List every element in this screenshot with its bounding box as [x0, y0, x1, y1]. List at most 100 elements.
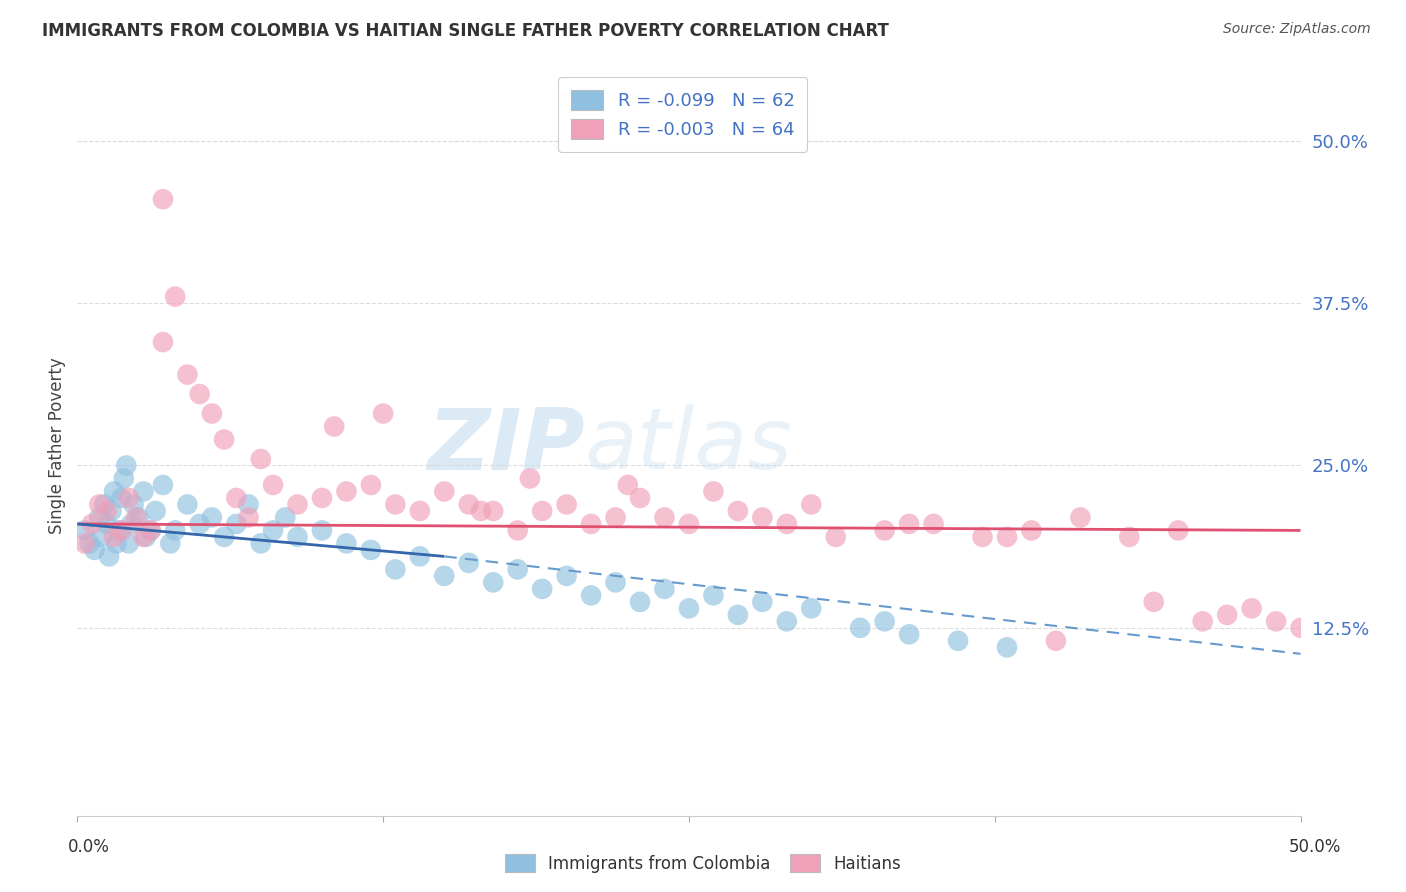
Point	[678, 516, 700, 531]
Point	[98, 549, 121, 564]
Point	[1191, 615, 1213, 629]
Point	[727, 607, 749, 622]
Point	[225, 491, 247, 505]
Point	[201, 510, 224, 524]
Text: ZIP: ZIP	[427, 404, 585, 488]
Point	[93, 498, 115, 512]
Point	[617, 478, 640, 492]
Point	[132, 484, 155, 499]
Point	[506, 562, 529, 576]
Point	[531, 582, 554, 596]
Point	[605, 510, 627, 524]
Point	[165, 290, 187, 304]
Point	[409, 504, 432, 518]
Point	[506, 524, 529, 538]
Point	[108, 524, 131, 538]
Point	[579, 516, 602, 531]
Point	[946, 633, 969, 648]
Point	[176, 498, 198, 512]
Point	[1143, 595, 1166, 609]
Point	[110, 491, 132, 505]
Point	[1045, 633, 1067, 648]
Point	[73, 536, 96, 550]
Point	[145, 504, 167, 518]
Point	[274, 510, 297, 524]
Point	[122, 498, 145, 512]
Point	[152, 478, 174, 492]
Point	[1289, 621, 1312, 635]
Point	[605, 575, 627, 590]
Point	[132, 530, 155, 544]
Point	[482, 504, 505, 518]
Point	[654, 582, 676, 596]
Text: Source: ZipAtlas.com: Source: ZipAtlas.com	[1223, 22, 1371, 37]
Point	[100, 504, 122, 518]
Point	[898, 627, 921, 641]
Point	[628, 491, 651, 505]
Point	[800, 601, 823, 615]
Point	[250, 452, 273, 467]
Point	[776, 516, 799, 531]
Point	[335, 484, 357, 499]
Point	[238, 510, 260, 524]
Point	[80, 516, 103, 531]
Point	[654, 510, 676, 524]
Point	[89, 498, 111, 512]
Point	[678, 601, 700, 615]
Point	[995, 640, 1018, 655]
Point	[139, 524, 162, 538]
Point	[110, 524, 132, 538]
Point	[519, 471, 541, 485]
Point	[824, 530, 846, 544]
Point	[323, 419, 346, 434]
Point	[579, 588, 602, 602]
Point	[898, 516, 921, 531]
Point	[1240, 601, 1263, 615]
Point	[159, 536, 181, 550]
Point	[873, 615, 896, 629]
Point	[457, 498, 479, 512]
Point	[152, 335, 174, 350]
Point	[1216, 607, 1239, 622]
Legend: R = -0.099   N = 62, R = -0.003   N = 64: R = -0.099 N = 62, R = -0.003 N = 64	[558, 78, 807, 152]
Point	[115, 458, 138, 473]
Point	[212, 530, 235, 544]
Point	[225, 516, 247, 531]
Point	[139, 524, 162, 538]
Point	[103, 484, 125, 499]
Point	[238, 498, 260, 512]
Point	[201, 407, 224, 421]
Point	[112, 471, 135, 485]
Point	[311, 524, 333, 538]
Point	[555, 569, 578, 583]
Point	[311, 491, 333, 505]
Point	[555, 498, 578, 512]
Point	[470, 504, 492, 518]
Point	[800, 498, 823, 512]
Point	[1118, 530, 1140, 544]
Point	[1167, 524, 1189, 538]
Point	[531, 504, 554, 518]
Point	[972, 530, 994, 544]
Point	[127, 510, 149, 524]
Point	[250, 536, 273, 550]
Point	[409, 549, 432, 564]
Text: 0.0%: 0.0%	[67, 838, 110, 856]
Point	[89, 510, 111, 524]
Point	[360, 542, 382, 557]
Point	[335, 536, 357, 550]
Point	[287, 498, 309, 512]
Point	[482, 575, 505, 590]
Point	[384, 562, 406, 576]
Point	[96, 516, 118, 531]
Point	[995, 530, 1018, 544]
Point	[79, 536, 101, 550]
Point	[96, 504, 118, 518]
Text: IMMIGRANTS FROM COLOMBIA VS HAITIAN SINGLE FATHER POVERTY CORRELATION CHART: IMMIGRANTS FROM COLOMBIA VS HAITIAN SING…	[42, 22, 889, 40]
Point	[165, 524, 187, 538]
Point	[83, 542, 105, 557]
Point	[873, 524, 896, 538]
Point	[287, 530, 309, 544]
Point	[105, 536, 128, 550]
Point	[1265, 615, 1288, 629]
